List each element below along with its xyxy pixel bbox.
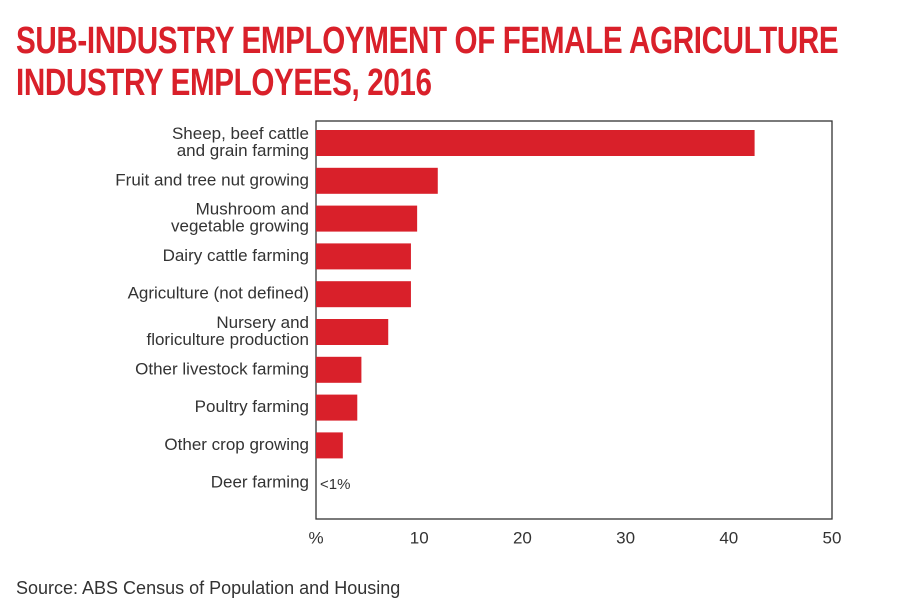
bar	[316, 130, 755, 156]
x-tick-label: 50	[823, 528, 842, 547]
category-label: Other livestock farming	[135, 359, 309, 378]
bar	[316, 432, 343, 459]
bar	[316, 394, 358, 421]
x-tick-label: 40	[719, 528, 738, 547]
chart-title: SUB-INDUSTRY EMPLOYMENT OF FEMALE AGRICU…	[16, 20, 839, 104]
x-tick-label: %	[308, 528, 323, 547]
category-label: Agriculture (not defined)	[128, 284, 309, 303]
bar	[316, 356, 362, 383]
category-label: floriculture production	[146, 330, 309, 349]
category-label: Sheep, beef cattle	[172, 124, 309, 143]
x-tick-label: 10	[410, 528, 429, 547]
category-label: and grain farming	[177, 141, 309, 160]
category-label: Other crop growing	[164, 435, 309, 454]
x-tick-label: 20	[513, 528, 532, 547]
category-label: Poultry farming	[195, 397, 309, 416]
bar	[316, 281, 411, 308]
category-label: Dairy cattle farming	[163, 246, 309, 265]
category-label: Mushroom and	[196, 200, 309, 219]
bar-value-label: <1%	[320, 476, 350, 493]
category-label: Deer farming	[211, 473, 309, 492]
title-line-2: INDUSTRY EMPLOYEES, 2016	[16, 62, 432, 104]
title-line-1: SUB-INDUSTRY EMPLOYMENT OF FEMALE AGRICU…	[16, 20, 839, 62]
bar	[316, 243, 411, 270]
bar	[316, 319, 389, 345]
category-label: Nursery and	[216, 313, 309, 332]
bar	[316, 167, 438, 194]
bar	[316, 205, 418, 232]
source-note: Source: ABS Census of Population and Hou…	[16, 578, 401, 598]
x-tick-label: 30	[616, 528, 635, 547]
category-label: Fruit and tree nut growing	[115, 170, 309, 189]
category-label: vegetable growing	[171, 217, 309, 236]
